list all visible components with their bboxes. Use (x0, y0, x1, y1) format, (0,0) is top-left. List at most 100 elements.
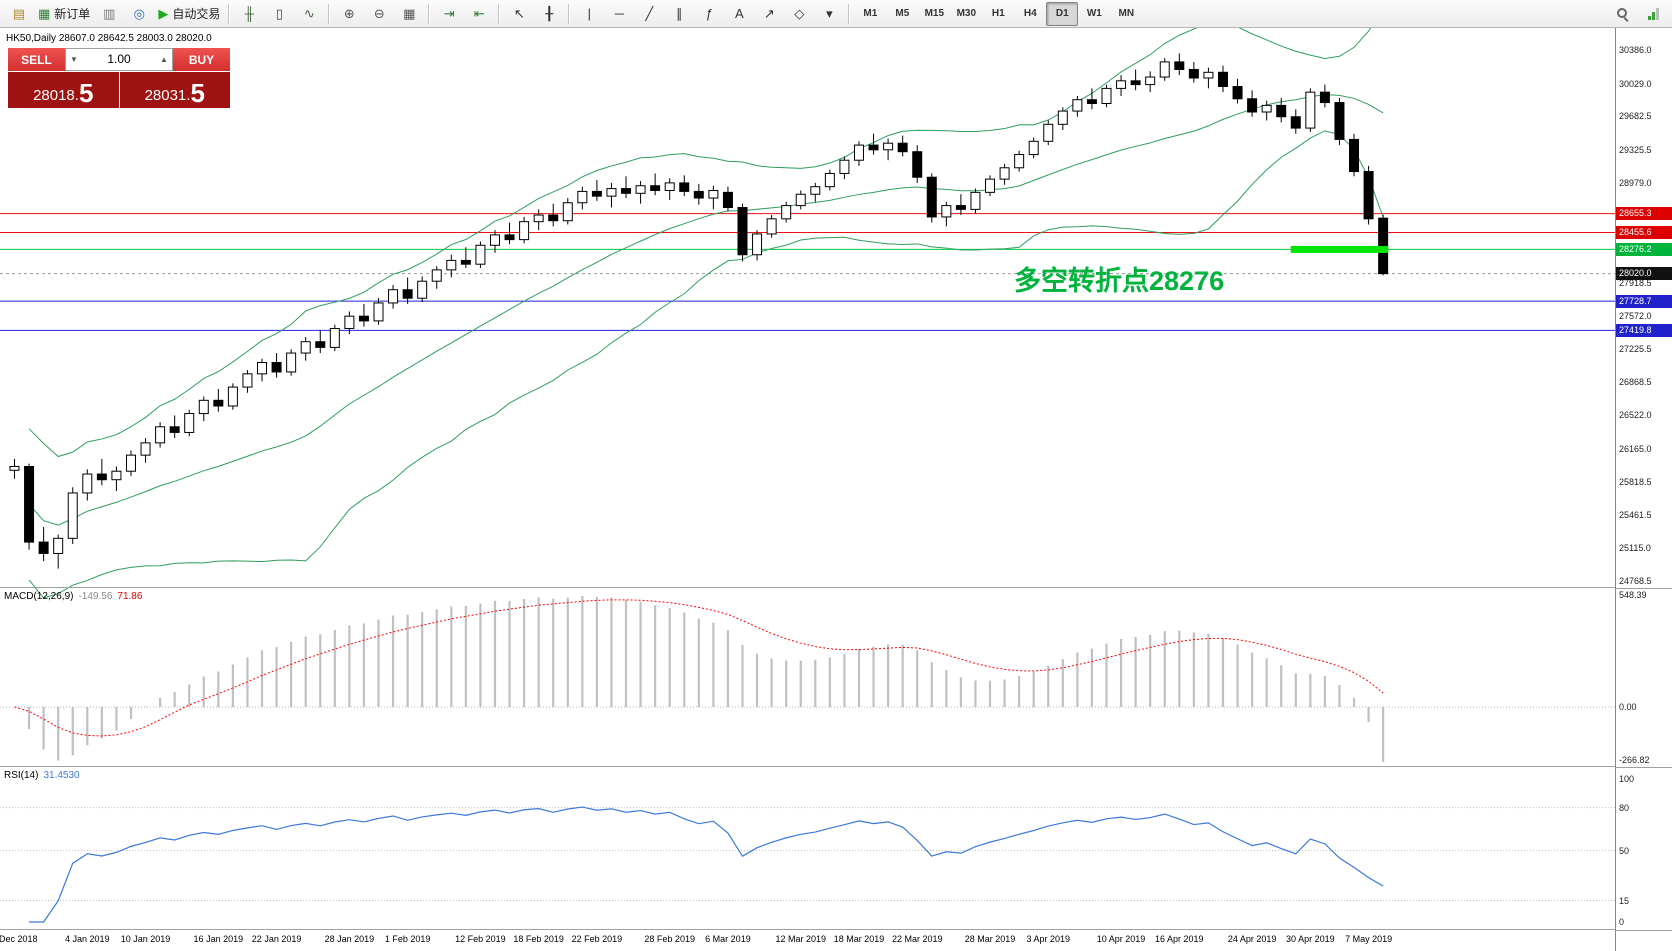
equidistant-channel-button[interactable]: ∥ (664, 2, 694, 26)
time-axis-label: 16 Apr 2019 (1155, 934, 1204, 944)
macd-axis-label: -266.82 (1619, 755, 1650, 765)
price-axis-label: 27572.0 (1619, 310, 1652, 321)
toolbar-separator (568, 3, 571, 24)
price-marker-28455.6: 28455.6 (1616, 225, 1672, 239)
shapes-icon: ◇ (794, 5, 805, 21)
arrow-objects-button[interactable]: ↗ (754, 2, 784, 26)
timeframe-h1-button[interactable]: H1 (991, 8, 1005, 19)
horizontal-line-button[interactable]: ─ (604, 2, 634, 26)
rsi-axis-label: 0 (1619, 917, 1625, 927)
chart-area[interactable]: HK50,Daily 28607.0 28642.5 28003.0 28020… (0, 28, 1672, 951)
crosshair-button[interactable]: ╂ (534, 2, 564, 26)
trendline-icon: ╱ (645, 5, 654, 21)
sell-button[interactable]: SELL (8, 48, 65, 71)
vertical-line-icon: | (587, 6, 592, 21)
time-axis-label: 28 Mar 2019 (964, 934, 1016, 944)
buy-price-main: 28031. (144, 86, 191, 104)
macd-axis-label: 0.00 (1619, 702, 1637, 712)
timeframe-h4-button[interactable]: H4 (1023, 8, 1037, 19)
time-axis-label: 3 Apr 2019 (1026, 934, 1071, 944)
line-chart-button[interactable]: ∿ (294, 2, 324, 26)
zoom-out-button[interactable]: ⊖ (364, 2, 394, 26)
pane-separator[interactable] (1616, 587, 1672, 589)
zoom-in-button[interactable]: ⊕ (334, 2, 364, 26)
horizontal-line-icon: ─ (614, 6, 624, 21)
bollinger-lower-band (28, 130, 1384, 599)
tile-windows-button[interactable]: ▦ (394, 2, 424, 26)
chart-canvas[interactable] (0, 28, 1615, 951)
timeframe-d1-button[interactable]: D1 (1046, 1, 1079, 26)
buy-button[interactable]: BUY (173, 48, 230, 71)
new-order-button[interactable]: ▦ 新订单 (34, 2, 94, 26)
macd-name: MACD(12,26,9) (4, 591, 74, 602)
timeframe-mn-button[interactable]: MN (1118, 8, 1135, 19)
shapes-button[interactable]: ◇ (784, 2, 814, 26)
sell-price-panel[interactable]: 28018. 5 (8, 72, 119, 108)
chart-shift-button[interactable]: ⇤ (464, 2, 494, 26)
timeframe-m30-button[interactable]: M30 (956, 8, 977, 19)
time-axis-label: 16 Jan 2019 (193, 934, 244, 944)
vertical-line-button[interactable]: | (574, 2, 604, 26)
macd-signal-line (14, 599, 1384, 737)
time-axis-label: 22 Jan 2019 (251, 934, 302, 944)
macd-histogram (27, 596, 1385, 762)
bar-chart-button[interactable]: ╫ (234, 2, 264, 26)
search-button[interactable] (1608, 2, 1638, 26)
new-chart-icon: ▤ (12, 5, 26, 21)
toolbar-buttons: ▤ ▦ 新订单 ▥ ◎ ▶ 自动交易 ╫ ▯ ∿ ⊕ ⊖ ▦ ⇥ ⇤ ↖ ╂ | ─ ╱ ∥ ƒ A ↗ ◇ ▾ (4, 2, 844, 26)
volume-decrease-icon[interactable]: ▼ (70, 55, 78, 64)
rsi-indicator-label: RSI(14) 31.4530 (4, 770, 80, 781)
tile-windows-icon: ▦ (403, 5, 416, 21)
time-axis-label: 18 Mar 2019 (833, 934, 885, 944)
connection-status (1638, 2, 1668, 26)
terminal-button[interactable]: ◎ (124, 2, 154, 26)
fibonacci-retracement-button[interactable]: ƒ (694, 2, 724, 26)
candlestick-chart-icon: ▯ (275, 5, 283, 21)
price-marker-28655.3: 28655.3 (1616, 207, 1672, 221)
volume-input[interactable]: 1.00 (107, 52, 131, 66)
price-axis[interactable]: 30386.030029.029682.529325.528979.028622… (1615, 28, 1672, 951)
price-axis-label: 28979.0 (1619, 177, 1652, 188)
candlestick-series (9, 53, 1389, 569)
candlestick-chart-button[interactable]: ▯ (264, 2, 294, 26)
equidistant-channel-icon: ∥ (676, 5, 683, 21)
auto-trading-button[interactable]: ▶ 自动交易 (154, 2, 224, 26)
highlight-segment[interactable] (1290, 245, 1389, 253)
objects-dropdown-icon: ▾ (826, 5, 833, 21)
auto-scroll-icon: ⇥ (443, 5, 455, 21)
time-axis-label: 28 Feb 2019 (644, 934, 695, 944)
cursor-button[interactable]: ↖ (504, 2, 534, 26)
macd-indicator-label: MACD(12,26,9) -149.56 71.86 (4, 591, 142, 602)
toolbar: ▤ ▦ 新订单 ▥ ◎ ▶ 自动交易 ╫ ▯ ∿ ⊕ ⊖ ▦ ⇥ ⇤ ↖ ╂ | ─ ╱ ∥ ƒ A ↗ ◇ ▾ M1 M5 M15 M… (0, 0, 1672, 28)
chart-annotation-text: 多空转折点28276 (1014, 266, 1225, 296)
timeframe-m1-button[interactable]: M1 (863, 8, 878, 19)
chart-shift-icon: ⇤ (473, 5, 485, 21)
timeframe-m5-button[interactable]: M5 (895, 8, 910, 19)
text-label-button[interactable]: A (724, 2, 754, 26)
line-chart-icon: ∿ (303, 5, 315, 21)
price-axis-label: 29682.5 (1619, 111, 1652, 122)
auto-scroll-button[interactable]: ⇥ (434, 2, 464, 26)
timeframe-toolbar: M1 M5 M15 M30 H1 H4 D1 W1 MN (854, 1, 1142, 26)
timeframe-m15-button[interactable]: M15 (924, 8, 945, 19)
trendline-button[interactable]: ╱ (634, 2, 664, 26)
new-chart-button[interactable]: ▤ (4, 2, 34, 26)
time-axis-label: 30 Apr 2019 (1286, 934, 1335, 944)
time-axis-label: 28 Jan 2019 (324, 934, 375, 944)
rsi-line (29, 806, 1384, 923)
pane-separator[interactable] (1616, 766, 1672, 768)
rsi-axis-label: 100 (1619, 774, 1635, 784)
volume-stepper[interactable]: ▼ 1.00 ▲ (65, 48, 173, 71)
price-axis-label: 27918.5 (1619, 278, 1652, 289)
pane-separator[interactable] (1616, 929, 1672, 931)
search-icon (1617, 7, 1629, 20)
timeframe-w1-button[interactable]: W1 (1086, 8, 1102, 19)
symbol-name: HK50,Daily (6, 33, 57, 44)
volume-increase-icon[interactable]: ▲ (160, 55, 168, 64)
price-axis-label: 29325.5 (1619, 145, 1652, 156)
objects-dropdown-button[interactable]: ▾ (814, 2, 844, 26)
time-axis-label: 7 May 2019 (1345, 934, 1393, 944)
time-axis[interactable]: 8 Dec 2018 4 Jan 2019 10 Jan 2019 16 Jan 20… (0, 930, 1615, 951)
buy-price-panel[interactable]: 28031. 5 (119, 72, 230, 108)
chart-profiles-button[interactable]: ▥ (94, 2, 124, 26)
